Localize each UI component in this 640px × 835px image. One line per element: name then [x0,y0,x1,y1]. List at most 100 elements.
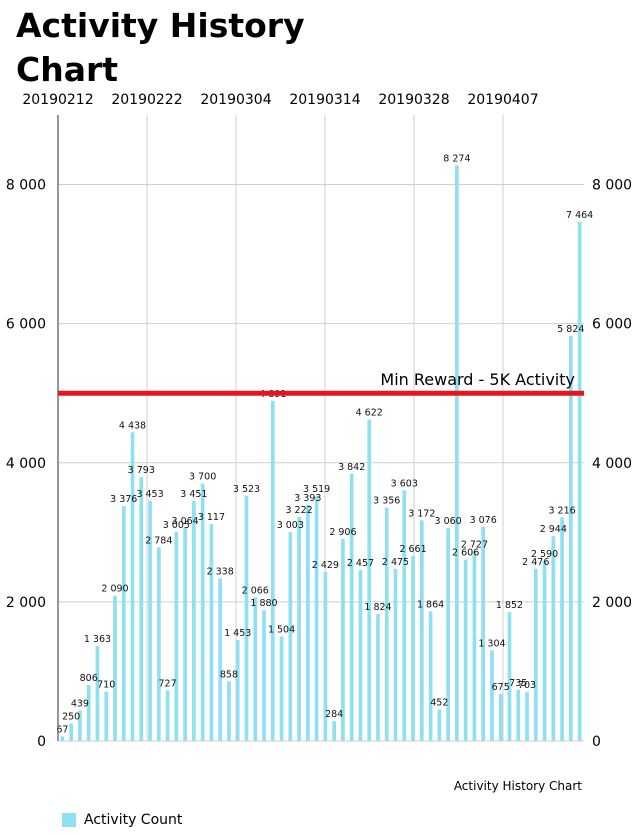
bar [253,597,258,741]
bar [165,690,170,741]
x-tick-label: 20190328 [378,92,449,108]
bar-value-label: 735 [509,678,527,689]
bar [560,517,564,741]
bar-value-label: 1 852 [496,600,523,611]
bar-value-label: 2 661 [399,544,426,555]
x-tick-label: 20190314 [289,92,360,108]
bar [367,419,372,741]
legend-swatch [62,813,76,827]
bar-value-label: 2 429 [312,560,339,571]
bar-value-label: 3 003 [277,520,304,531]
bar-value-label: 3 451 [180,489,207,500]
bar [525,692,529,741]
bar-value-label: 284 [325,709,343,720]
bar-value-label: 67 [56,724,68,735]
bars [60,165,582,742]
y-tick-label-right: 2 000 [592,595,632,611]
bar [533,568,538,741]
bar-value-label: 3 356 [373,496,400,507]
bar-value-label: 3 376 [110,494,137,505]
bar [463,559,468,741]
bar [156,547,161,741]
bar-value-label: 675 [492,682,510,693]
bar-value-label: 727 [159,678,177,689]
bar [306,504,310,741]
x-tick-label: 20190407 [467,92,538,108]
bar [349,473,354,741]
bar-value-label: 3 519 [303,484,330,495]
bar-value-label: 3 700 [189,472,216,483]
bar [402,490,407,741]
bar-value-label: 452 [430,698,448,709]
bar [86,684,91,741]
bar [192,500,196,741]
bar-value-label: 3 060 [435,516,462,527]
bar-value-label: 2 784 [145,535,172,546]
bar [419,520,424,741]
bar-value-label: 3 172 [408,508,435,519]
bar [95,646,100,741]
bar-value-label: 2 475 [382,557,409,568]
y-tick-label-right: 0 [592,734,601,750]
bar-value-label: 8 274 [443,153,470,164]
bar-value-label: 2 606 [452,548,479,559]
bar-value-label: 703 [518,680,536,691]
bar-value-label: 1 304 [478,638,505,649]
bar-value-label: 2 476 [522,557,549,568]
bar [314,496,319,741]
bar-value-label: 3 603 [391,478,418,489]
bar-value-label: 2 457 [347,558,374,569]
bar-value-label: 3 453 [136,489,163,500]
threshold: Min Reward - 5K Activity [58,370,584,396]
bar [227,681,231,741]
bar [472,551,477,741]
bar-value-label: 3 523 [233,484,260,495]
bar [358,570,363,741]
bar-value-label: 3 222 [285,505,312,516]
bar [481,527,486,741]
bar-value-label: 3 393 [294,493,321,504]
legend-label: Activity Count [84,812,183,828]
bar [69,723,73,741]
bar-value-label: 3 117 [198,512,225,523]
bar [130,432,135,741]
bar-value-label: 2 590 [531,549,558,560]
y-tick-label-left: 2 000 [6,595,46,611]
bar [139,477,144,741]
y-tick-label-left: 4 000 [6,456,46,472]
bar [323,572,328,741]
axes: 0 0 2 000 2 000 4 000 4 000 6 000 6 000 8 000 8 0… [6,92,632,750]
bar [393,568,398,741]
bar-value-label: 3 064 [172,516,199,527]
chart-description: Activity History Chart [454,779,582,793]
bar-value-label: 439 [71,698,89,709]
bar-value-label: 1 453 [224,628,251,639]
bar [569,335,573,741]
bar [78,710,82,741]
bar [516,689,521,741]
bar [428,611,433,741]
bar [490,650,494,741]
bar [262,610,266,741]
bar [174,531,179,741]
y-tick-label-right: 6 000 [592,317,632,333]
chart-title: Activity History Chart [16,6,305,89]
y-tick-label-right: 4 000 [592,456,632,472]
x-tick-label: 20190212 [22,92,93,108]
bar [411,555,415,741]
bar-value-label: 4 622 [356,408,383,419]
bar-value-label: 2 338 [207,566,234,577]
bar [437,709,442,741]
bar [183,527,187,741]
bar [235,639,240,741]
bar [121,506,126,741]
bar [200,483,205,741]
legend[interactable]: Activity Count [62,812,182,828]
bar [332,721,336,741]
bar [384,507,389,741]
y-tick-label-right: 8 000 [592,178,632,194]
bar-value-label: 2 727 [461,539,488,550]
bar [498,694,503,741]
